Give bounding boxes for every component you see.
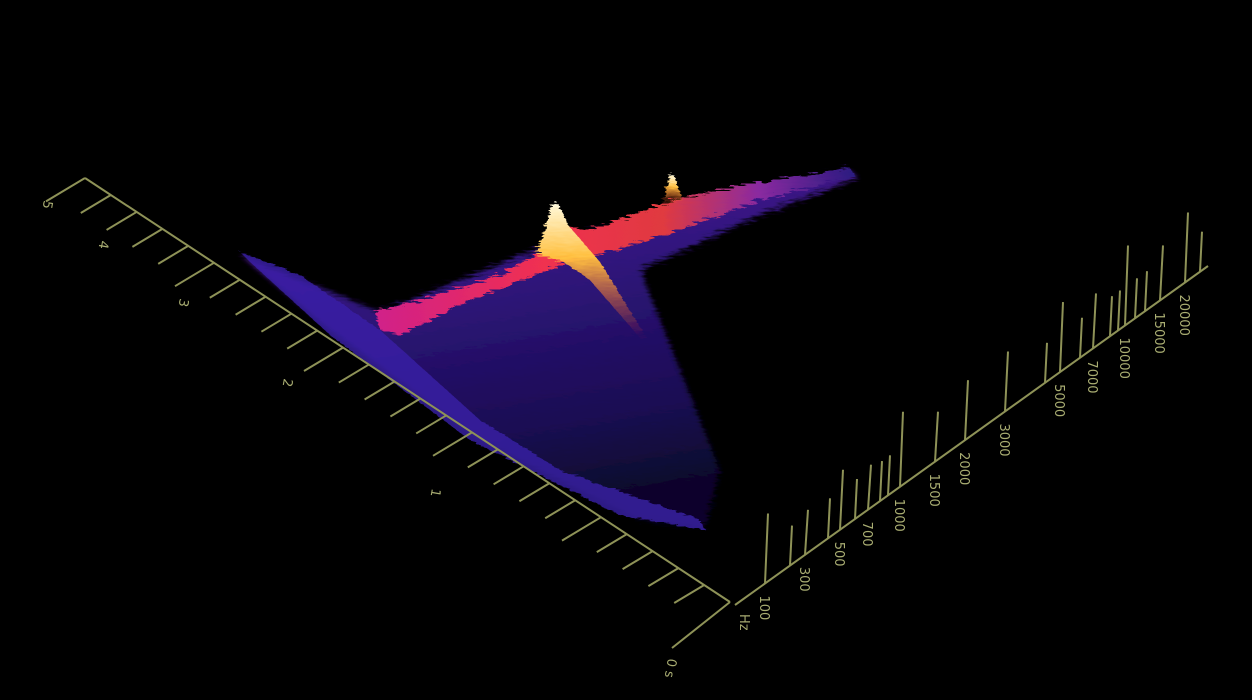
frequency-minor-tick xyxy=(1135,278,1137,318)
time-tick xyxy=(416,415,446,433)
time-tick xyxy=(390,398,420,416)
time-tick xyxy=(175,263,214,286)
origin-tick xyxy=(672,602,730,648)
frequency-minor-tick xyxy=(828,498,830,538)
time-tick xyxy=(304,348,343,371)
time-tick xyxy=(339,365,369,383)
time-tick xyxy=(46,178,85,201)
frequency-tick-label: 300 xyxy=(796,567,811,592)
frequency-minor-tick xyxy=(1080,318,1082,358)
frequency-tick xyxy=(1160,245,1163,300)
frequency-tick xyxy=(765,513,768,583)
frequency-minor-tick xyxy=(888,455,890,495)
frequency-tick xyxy=(900,412,903,487)
frequency-minor-tick xyxy=(790,526,792,566)
frequency-minor-tick xyxy=(1145,271,1147,311)
time-tick xyxy=(494,466,524,484)
frequency-tick xyxy=(935,412,938,462)
frequency-tick-label: 7000 xyxy=(1084,360,1099,393)
frequency-tick-label: 1000 xyxy=(891,499,906,532)
surface xyxy=(240,168,858,530)
page: 0 s 1 2 3 4 5 100 300 500 700 1000 1500 2000 3000 5000… xyxy=(0,0,1252,700)
frequency-tick-label: 15000 xyxy=(1151,312,1166,353)
time-tick-label: 5 xyxy=(39,199,55,210)
frequency-tick-label: 100 xyxy=(756,595,771,620)
frequency-tick xyxy=(1060,302,1063,372)
time-tick xyxy=(158,246,188,264)
frequency-tick-label: 5000 xyxy=(1051,384,1066,417)
time-tick-label: 4 xyxy=(95,239,111,250)
time-tick-label: 3 xyxy=(175,297,191,308)
time-tick xyxy=(365,382,395,400)
frequency-tick-label: 500 xyxy=(831,542,846,567)
frequency-minor-tick xyxy=(1118,291,1120,331)
frequency-tick-label: 1500 xyxy=(926,474,941,507)
frequency-tick xyxy=(1093,293,1096,348)
frequency-tick-label: 20000 xyxy=(1176,294,1191,335)
frequency-minor-tick xyxy=(855,479,857,519)
frequency-tick xyxy=(868,465,871,510)
frequency-tick-label: 2000 xyxy=(956,452,971,485)
frequency-tick-label: 700 xyxy=(859,522,874,547)
time-tick xyxy=(132,229,162,247)
time-tick xyxy=(623,551,653,569)
frequency-tick xyxy=(805,510,808,555)
time-tick xyxy=(81,195,111,213)
time-tick xyxy=(468,449,498,467)
frequency-tick xyxy=(1185,212,1188,282)
time-tick-label: 2 xyxy=(279,377,295,388)
frequency-tick xyxy=(1005,351,1008,411)
time-tick-label: 0 s xyxy=(661,657,679,679)
frequency-minor-tick xyxy=(1200,232,1202,272)
time-tick xyxy=(261,314,291,332)
time-tick xyxy=(107,212,137,230)
frequency-tick xyxy=(1125,245,1128,325)
time-tick xyxy=(562,517,601,540)
frequency-minor-tick xyxy=(880,461,882,501)
time-tick xyxy=(210,280,240,298)
time-tick xyxy=(519,483,549,501)
time-tick xyxy=(597,534,627,552)
frequency-minor-tick xyxy=(1110,296,1112,336)
frequency-tick xyxy=(840,470,843,530)
frequency-tick-label: 3000 xyxy=(996,423,1011,456)
time-tick xyxy=(648,568,678,586)
time-tick xyxy=(545,500,575,518)
frequency-tick xyxy=(965,380,968,440)
time-tick xyxy=(433,432,472,455)
frequency-tick-label: 10000 xyxy=(1116,337,1131,378)
time-tick xyxy=(287,331,317,349)
frequency-unit: Hz xyxy=(736,614,751,631)
spectrogram-view: 0 s 1 2 3 4 5 100 300 500 700 1000 1500 2000 3000 5000… xyxy=(0,0,1252,700)
time-tick xyxy=(236,297,266,315)
time-tick xyxy=(674,585,704,603)
frequency-minor-tick xyxy=(1045,343,1047,383)
time-tick-label: 1 xyxy=(427,487,443,498)
